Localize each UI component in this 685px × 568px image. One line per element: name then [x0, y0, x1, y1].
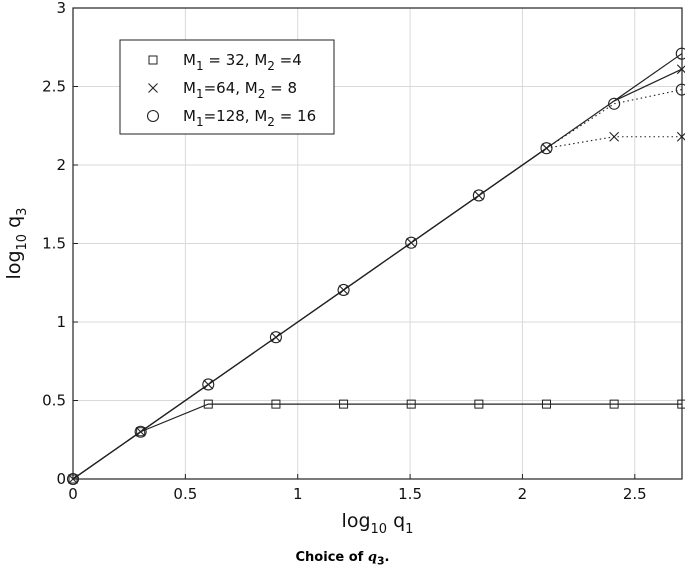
series-markers: [66, 47, 685, 486]
data-point-circle: [134, 425, 147, 438]
legend: M1 = 32, M2 =4 M1=64, M2 = 8 M1=128, M2 = …: [119, 39, 335, 135]
data-point-x: [135, 426, 146, 437]
x-marker-stroke: [609, 131, 620, 142]
data-point-square: [271, 399, 281, 409]
legend-marker-circle: [146, 109, 160, 123]
data-point-x: [203, 379, 214, 390]
x-marker-stroke: [541, 143, 552, 154]
y-tick-labels: 0 0.5 1 1.5 2 2.5 3: [42, 0, 78, 488]
caption-suffix: .: [384, 550, 390, 565]
data-point-x: [676, 131, 685, 142]
data-point-circle: [405, 236, 418, 249]
x-tick-label: 2: [518, 485, 528, 503]
data-point-circle: [540, 142, 553, 155]
legend-entry-label: M1=128, M2 = 16: [183, 107, 316, 129]
caption-subscript: 3: [376, 554, 385, 568]
data-point-square: [609, 399, 619, 409]
data-point-square: [339, 399, 349, 409]
y-tick-label: 2: [56, 156, 66, 174]
data-point-circle: [472, 189, 485, 202]
series-line-solid: [72, 147, 547, 480]
data-point-square: [203, 399, 213, 409]
data-point-x: [541, 143, 552, 154]
data-point-x: [609, 131, 620, 142]
x-tick-label: 1: [293, 485, 303, 503]
data-point-square: [136, 427, 146, 437]
y-tick-label: 0: [56, 470, 66, 488]
y-tick-label: 3: [56, 0, 66, 17]
data-point-square: [474, 399, 484, 409]
legend-marker-square: [148, 55, 158, 65]
legend-entry-label: M1 = 32, M2 =4: [183, 51, 302, 73]
y-tick-label: 1.5: [42, 235, 66, 253]
x-tick-label: 1.5: [398, 485, 422, 503]
x-marker-stroke: [135, 426, 146, 437]
data-point-x: [338, 285, 349, 295]
figure-caption: Choice of q3.: [0, 550, 685, 568]
data-point-circle: [675, 47, 685, 60]
data-point-x: [406, 237, 417, 248]
legend-marker-x: [148, 83, 158, 93]
data-point-circle: [608, 97, 621, 110]
x-marker-stroke: [406, 237, 417, 248]
series-line-dotted: [546, 136, 682, 149]
x-marker-stroke: [271, 332, 281, 343]
data-point-circle: [269, 331, 282, 344]
data-point-x: [473, 190, 484, 201]
caption-variable: q: [367, 550, 377, 565]
x-tick-labels: 0 0.5 1 1.5 2 2.5: [68, 474, 647, 503]
y-tick-label: 2.5: [42, 78, 66, 96]
chart: 0 0.5 1 1.5 2 2.5 0 0.5 1 1.5 2 2.5 3 log10 q1 log1…: [3, 0, 685, 537]
x-marker-stroke: [473, 190, 484, 201]
x-tick-label: 0: [68, 485, 78, 503]
x-tick-label: 0.5: [173, 485, 197, 503]
data-point-circle: [337, 283, 350, 297]
y-tick-label: 0.5: [42, 392, 66, 410]
x-marker-stroke: [338, 285, 349, 295]
data-point-square: [541, 399, 551, 409]
data-point-x: [676, 64, 685, 75]
data-point-square: [406, 399, 416, 409]
legend-entry-label: M1=64, M2 = 8: [183, 79, 297, 101]
x-tick-label: 2.5: [623, 485, 647, 503]
x-axis-label: log10 q1: [342, 510, 414, 537]
data-point-x: [271, 332, 281, 343]
y-axis-label: log10 q3: [3, 208, 30, 280]
y-tick-label: 1: [56, 313, 66, 331]
series-line-dotted: [546, 89, 682, 149]
caption-prefix: Choice of: [295, 550, 368, 565]
series-line-solid: [72, 403, 682, 480]
x-marker-stroke: [148, 83, 158, 93]
series-line-solid-end: [613, 68, 683, 102]
x-marker-stroke: [203, 379, 214, 390]
data-point-circle: [202, 378, 215, 391]
